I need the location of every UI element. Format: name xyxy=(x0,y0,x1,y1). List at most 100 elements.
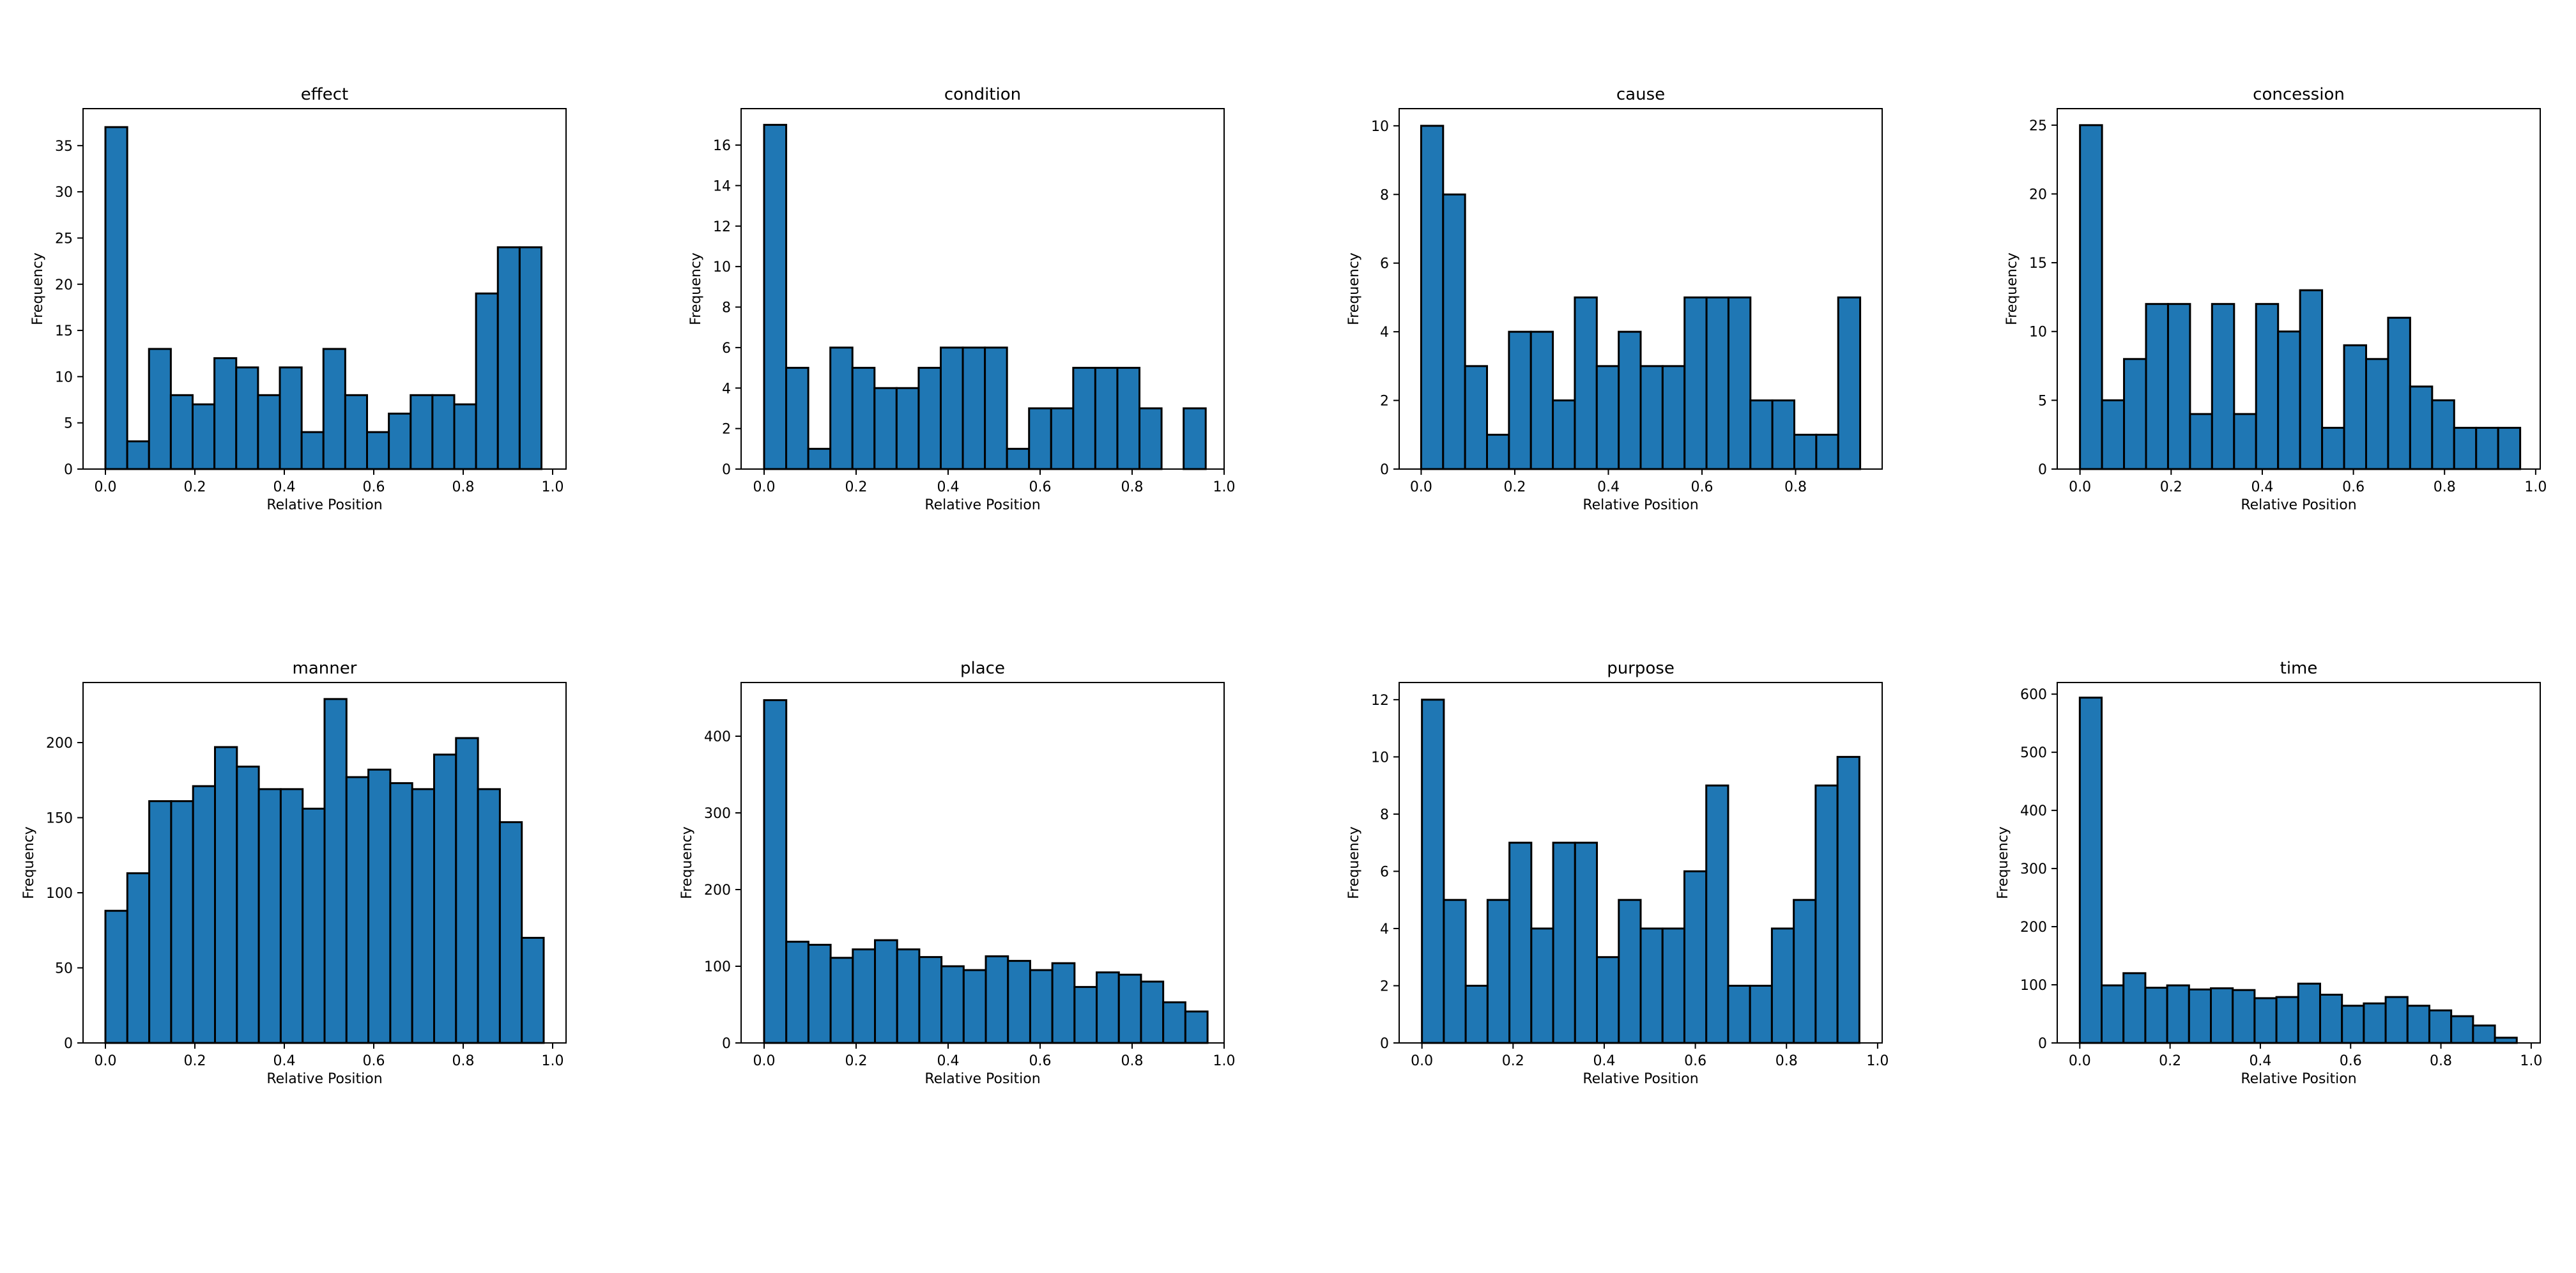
bar-8 xyxy=(939,346,964,470)
x-tick-label: 0.6 xyxy=(363,479,385,495)
x-tick-label: 0.8 xyxy=(1784,479,1807,495)
x-tick-label: 0.2 xyxy=(184,479,206,495)
bars xyxy=(763,699,1209,1044)
bar-0 xyxy=(2078,697,2103,1044)
bar-17 xyxy=(1138,407,1163,470)
axes-frame xyxy=(740,682,1225,1044)
bar-13 xyxy=(389,782,413,1044)
bar-8 xyxy=(1595,365,1620,470)
x-tick-label: 0.0 xyxy=(753,479,776,495)
y-tick-label: 4 xyxy=(1380,922,1389,937)
x-tick-label: 0.4 xyxy=(273,479,296,495)
y-tick-label: 8 xyxy=(1380,187,1389,203)
bar-9 xyxy=(2275,996,2299,1044)
bar-11 xyxy=(1007,960,1031,1044)
y-tick-label: 4 xyxy=(1380,325,1389,341)
axes-frame xyxy=(1399,108,1883,470)
bar-6 xyxy=(235,366,259,470)
x-tick-label: 0.0 xyxy=(2069,479,2091,495)
bar-7 xyxy=(2233,413,2257,470)
bars xyxy=(1420,125,1862,470)
bar-10 xyxy=(2297,982,2321,1044)
bar-9 xyxy=(1618,330,1642,470)
y-tick-label: 0 xyxy=(64,1036,73,1052)
y-tick-label: 500 xyxy=(2020,745,2047,761)
y-tick-label: 10 xyxy=(1371,750,1389,766)
x-axis-label: Relative Position xyxy=(266,497,382,513)
bar-17 xyxy=(2450,1015,2474,1044)
y-tick-label: 5 xyxy=(64,416,73,432)
y-axis-label: Frequency xyxy=(688,252,704,325)
bar-9 xyxy=(962,969,987,1044)
bar-0 xyxy=(104,126,128,470)
y-tick-label: 0 xyxy=(722,1036,731,1052)
x-axis-label: Relative Position xyxy=(1583,1071,1698,1087)
bar-15 xyxy=(431,394,456,470)
bar-0 xyxy=(104,909,128,1044)
bar-7 xyxy=(257,394,281,470)
chart-title: place xyxy=(960,659,1005,678)
chart-title: effect xyxy=(301,85,348,104)
x-tick-label: 0.6 xyxy=(1029,1053,1052,1069)
y-axis-label: Frequency xyxy=(21,826,37,899)
axes-frame xyxy=(1399,682,1883,1044)
y-tick-label: 0 xyxy=(2038,462,2047,478)
axes-frame xyxy=(82,108,567,470)
bars xyxy=(2079,124,2522,470)
bar-8 xyxy=(279,366,303,470)
bar-13 xyxy=(2365,358,2389,470)
y-tick-label: 100 xyxy=(704,959,731,975)
chart-title: condition xyxy=(944,85,1021,104)
x-tick-label: 0.2 xyxy=(1502,1053,1524,1069)
bar-0 xyxy=(2079,124,2103,470)
y-tick-label: 100 xyxy=(2020,978,2047,994)
y-axis-label: Frequency xyxy=(1346,252,1362,325)
bar-17 xyxy=(1793,433,1818,470)
chart-effect: 0.0 0.2 0.4 0.6 0.8 1.0 0 5 10 15 20 25 30 35 effect Re… xyxy=(30,85,567,513)
x-tick-label: 0.2 xyxy=(845,1053,868,1069)
bar-13 xyxy=(1050,407,1075,470)
y-tick-label: 100 xyxy=(46,886,73,902)
x-tick-label: 0.6 xyxy=(2340,1053,2362,1069)
bar-16 xyxy=(1770,927,1795,1044)
chart-cause: 0.0 0.2 0.4 0.6 0.8 0 2 4 6 8 10 cause Relative Posi… xyxy=(1346,85,1883,513)
bars xyxy=(104,126,543,470)
bar-12 xyxy=(1028,407,1052,470)
bar-15 xyxy=(1749,399,1774,470)
bar-19 xyxy=(1183,407,1207,470)
bar-10 xyxy=(984,346,1008,470)
bar-1 xyxy=(126,872,151,1044)
bar-14 xyxy=(1727,984,1751,1044)
bar-1 xyxy=(2101,399,2126,470)
bars xyxy=(2078,697,2518,1044)
y-tick-label: 400 xyxy=(2020,803,2047,819)
y-tick-label: 6 xyxy=(722,341,731,357)
bar-19 xyxy=(521,937,545,1044)
bar-9 xyxy=(1618,899,1642,1044)
x-axis-label: Relative Position xyxy=(924,497,1040,513)
y-axis-label: Frequency xyxy=(2004,252,2020,325)
x-tick-label: 0.8 xyxy=(1775,1053,1798,1069)
bar-19 xyxy=(2494,1037,2518,1044)
y-tick-label: 20 xyxy=(55,277,73,293)
bar-17 xyxy=(1140,980,1165,1044)
y-tick-label: 15 xyxy=(55,323,73,339)
y-tick-label: 25 xyxy=(55,231,73,247)
axes-frame xyxy=(82,682,567,1044)
x-tick-label: 0.4 xyxy=(937,1053,960,1069)
bar-0 xyxy=(763,123,788,470)
bar-16 xyxy=(453,403,477,470)
bar-3 xyxy=(1486,899,1511,1044)
bar-0 xyxy=(1420,125,1445,470)
bar-17 xyxy=(475,292,499,470)
x-tick-label: 0.0 xyxy=(95,479,117,495)
y-axis-label: Frequency xyxy=(1346,826,1362,899)
bar-10 xyxy=(2299,289,2324,470)
x-tick-label: 0.6 xyxy=(363,1053,385,1069)
x-tick-label: 1.0 xyxy=(1213,1053,1236,1069)
x-tick-label: 0.8 xyxy=(2434,479,2456,495)
bar-5 xyxy=(214,746,238,1044)
bar-17 xyxy=(477,788,501,1044)
bar-10 xyxy=(1639,927,1664,1044)
bar-16 xyxy=(1117,973,1142,1044)
